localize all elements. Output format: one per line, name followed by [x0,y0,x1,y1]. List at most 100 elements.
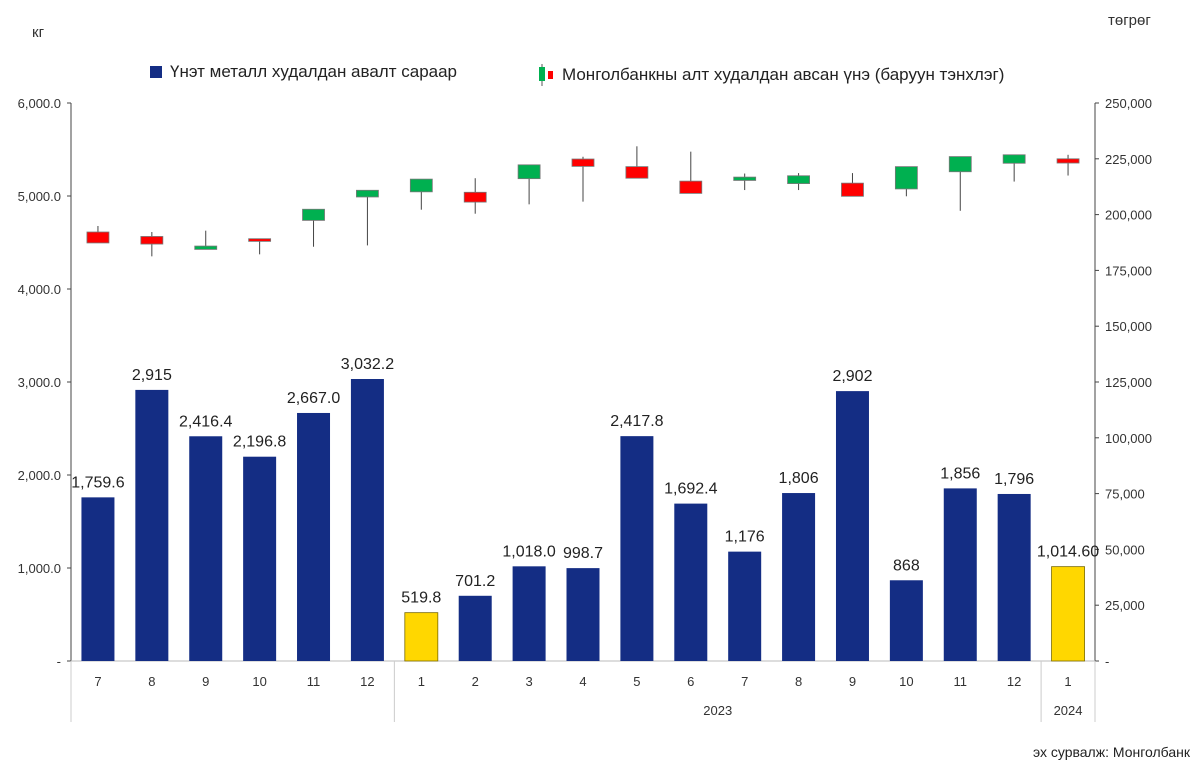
x-tick-label: 12 [360,674,374,689]
candle-down [1056,158,1080,164]
x-tick-label: 7 [741,674,748,689]
right-tick-label: - [1105,654,1109,669]
left-tick-label: 5,000.0 [18,189,61,204]
candle-up [409,178,433,193]
bar [835,391,869,661]
candle-up [194,245,218,250]
candle-down [463,191,487,203]
bar-data-label: 1,014.60 [1037,544,1099,561]
candle-up [894,166,918,190]
x-tick-label: 3 [525,674,532,689]
bar [620,436,654,661]
candle-up [302,208,325,221]
bar [297,412,331,661]
right-tick-label: 175,000 [1105,263,1152,278]
right-tick-label: 25,000 [1105,598,1145,613]
bar-data-label: 1,806 [779,470,819,487]
legend-bar-swatch [150,66,162,78]
right-tick-label: 225,000 [1105,152,1152,167]
right-tick-label: 100,000 [1105,431,1152,446]
bar [728,551,762,661]
right-tick-label: 125,000 [1105,375,1152,390]
bar [782,493,816,661]
candle-down [625,166,649,179]
bar-data-label: 2,667.0 [287,390,340,407]
right-tick-label: 200,000 [1105,208,1152,223]
bar-data-label: 1,856 [940,465,980,482]
bar-data-label: 868 [893,557,920,574]
bar-data-label: 1,176 [725,529,765,546]
legend-item-bars: Үнэт металл худалдан авалт сараар [150,62,457,82]
candle-down [248,238,272,242]
right-tick-label: 250,000 [1105,96,1152,111]
left-tick-label: 3,000.0 [18,375,61,390]
candle-down [571,158,595,167]
x-tick-label: 7 [94,674,101,689]
x-tick-label: 11 [954,674,968,689]
bar-data-label: 2,416.4 [179,413,232,430]
bar-data-label: 2,915 [132,367,172,384]
left-tick-label: 6,000.0 [18,96,61,111]
bar [135,389,169,661]
bar-data-label: 2,902 [832,368,872,385]
x-tick-label: 10 [252,674,266,689]
candle-up [356,189,379,198]
x-tick-label: 1 [1064,674,1071,689]
bar [458,595,492,661]
legend-item-candles: Монголбанкны алт худалдан авсан үнэ (бар… [538,62,1004,88]
x-tick-label: 9 [202,674,209,689]
candle-down [140,236,164,245]
year-label: 2023 [703,703,732,718]
bar [566,568,600,661]
legend-label: Үнэт металл худалдан авалт сараар [170,62,458,81]
left-axis-unit: кг [32,24,45,41]
bar [674,503,708,661]
bar [350,379,384,661]
bar [997,493,1031,661]
x-tick-label: 10 [899,674,913,689]
candle-down [86,231,110,244]
bar-data-label: 2,196.8 [233,434,286,451]
candle-up [948,156,972,173]
right-tick-label: 150,000 [1105,319,1152,334]
bar [81,497,115,661]
bar [243,456,277,661]
legend-label: Монголбанкны алт худалдан авсан үнэ (бар… [562,65,1005,84]
bar [889,580,923,661]
x-tick-label: 4 [579,674,586,689]
bar-data-label: 1,692.4 [664,481,717,498]
x-tick-label: 11 [307,674,321,689]
legend-candle-swatch [539,64,553,86]
right-tick-label: 75,000 [1105,487,1145,502]
year-label: 2024 [1054,703,1083,718]
left-tick-label: 4,000.0 [18,282,61,297]
x-tick-label: 12 [1007,674,1021,689]
bar-data-label: 1,018.0 [502,543,555,560]
left-tick-label: - [57,654,61,669]
bar [189,436,223,661]
left-tick-label: 2,000.0 [18,468,61,483]
x-tick-label: 9 [849,674,856,689]
candle-up [733,176,757,181]
bar [404,612,439,662]
bar-data-label: 519.8 [401,590,441,607]
bar [943,488,977,661]
source-note: эх сурвалж: Монголбанк [1032,744,1190,760]
bar-data-label: 3,032.2 [341,356,394,373]
candle-up [1002,154,1026,164]
bar [512,566,546,661]
candle-up [517,164,541,180]
x-tick-label: 2 [472,674,479,689]
bar-data-label: 1,759.6 [71,474,124,491]
bar-data-label: 1,796 [994,471,1034,488]
left-tick-label: 1,000.0 [18,561,61,576]
x-tick-label: 8 [148,674,155,689]
x-tick-label: 1 [418,674,425,689]
bar-data-label: 2,417.8 [610,413,663,430]
candle-down [679,180,703,194]
bar [1051,566,1085,662]
bar-data-label: 998.7 [563,545,603,562]
x-tick-label: 8 [795,674,802,689]
candle-down [841,182,864,197]
